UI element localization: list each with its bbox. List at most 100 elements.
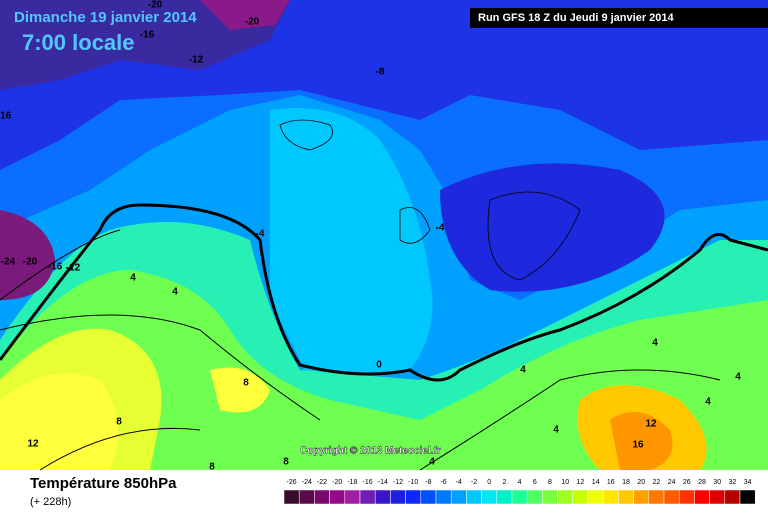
legend-swatch [511,489,528,505]
legend-label: 32 [729,479,737,486]
contour-label: 8 [116,417,122,428]
copyright: Copyright © 2013 Meteociel.fr [300,446,441,457]
legend-label: -18 [347,479,357,486]
contour-label: 4 [735,372,741,383]
legend-label: 20 [637,479,645,486]
green-region [0,270,768,470]
cold-spot [0,210,55,300]
legend-label: 28 [698,479,706,486]
legend-swatch [405,489,422,505]
contour-label: -12 [189,55,204,66]
legend-swatch [283,489,300,505]
contour-label: -24 [1,257,16,268]
cold-pool [440,163,665,292]
contour-label: -16 [48,262,63,273]
legend-label: 2 [502,479,506,486]
footer-lead: (+ 228h) [30,496,71,508]
legend-swatch [618,489,634,505]
legend-swatch [724,489,741,505]
contour-label: -16 [140,30,155,41]
contour-label: 4 [172,287,178,298]
contour-label: -20 [23,257,38,268]
legend-label: -10 [408,479,418,486]
hot-core [610,412,673,470]
legend-swatch [420,489,437,505]
contour-label: 16 [632,440,644,451]
legend-swatch [329,489,346,505]
contour-label: 12 [645,419,657,430]
zero-contour [0,203,768,382]
legend-label: -22 [317,479,327,486]
legend-label: 26 [683,479,691,486]
legend-label: 34 [744,479,752,486]
run-box [470,8,768,28]
forecast-date: Dimanche 19 janvier 2014 [14,9,197,26]
contour-label: 4 [429,457,435,468]
legend-label: 8 [548,479,552,486]
contour-label: 4 [130,273,136,284]
contour-label: -16 [0,111,12,122]
contour-line [0,229,721,471]
contour-label: -20 [245,17,260,28]
legend-label: 16 [607,479,615,486]
legend-label: 30 [713,479,721,486]
legend-swatch [466,489,482,505]
legend-label: 22 [653,479,661,486]
legend-swatch [602,489,619,505]
legend-label: 10 [561,479,569,486]
legend-label: 4 [518,479,522,486]
contour-label: 0 [376,360,382,371]
legend-label: -8 [425,479,431,486]
legend-swatch [435,489,452,505]
legend-label: -4 [456,479,462,486]
cyan-region [270,108,433,380]
coastline [279,119,581,281]
warm-spot [210,367,270,413]
legend-swatch [663,489,680,505]
contour-label: -20 [148,0,163,11]
legend-swatch [481,489,498,505]
legend-label: -20 [332,479,342,486]
legend-swatch [314,489,330,505]
forecast-time: 7:00 locale [22,30,135,55]
legend-label: -14 [378,479,388,486]
legend-label: 0 [487,479,491,486]
contour-label: 8 [243,378,249,389]
legend-swatch [587,489,604,505]
contour-label: 4 [553,425,559,436]
contour-label: 4 [520,365,526,376]
footer-title: Température 850hPa [30,475,177,492]
legend-label: 18 [622,479,630,486]
legend-label: -2 [471,479,477,486]
contour-label: 12 [27,439,39,450]
legend-label: 14 [592,479,600,486]
contour-label: 8 [209,462,215,473]
legend-swatch [526,489,543,505]
contour-label: 4 [652,338,658,349]
legend-swatch [557,489,574,505]
contour-label: -8 [376,67,385,78]
legend-label: -16 [363,479,373,486]
legend-swatch [694,489,710,505]
run-info: Run GFS 18 Z du Jeudi 9 janvier 2014 [478,12,675,24]
contour-label: 4 [705,397,711,408]
legend-swatch [572,489,589,505]
warm-core [0,373,118,470]
legend-swatch [450,489,467,505]
legend-label: 6 [533,479,537,486]
legend-swatch [298,489,315,505]
legend-swatch [678,489,695,505]
cold-region [0,0,290,90]
legend-label: -12 [393,479,403,486]
legend-swatch [359,489,376,505]
legend-swatch [739,489,756,505]
legend-swatch [390,489,406,505]
cold-core [200,0,290,30]
contour-label: -4 [256,229,265,240]
legend-label: 12 [577,479,585,486]
contour-label: -4 [436,223,445,234]
legend-label: -6 [440,479,446,486]
legend-swatch [496,489,513,505]
legend-label: 24 [668,479,676,486]
